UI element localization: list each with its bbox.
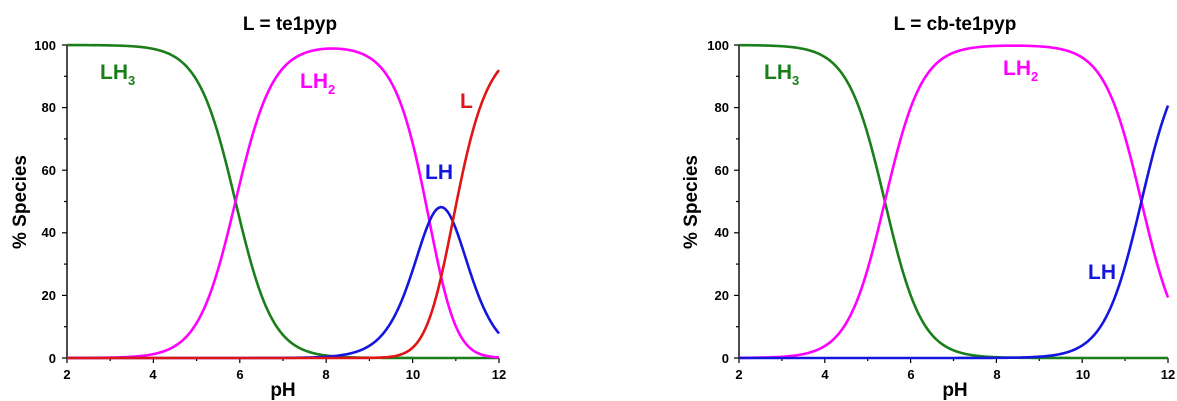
series-label-lh2: LH2 (300, 70, 335, 97)
x-tick-label: 6 (236, 367, 243, 382)
series-line-lh2 (67, 47, 500, 360)
y-tick-label: 20 (715, 288, 729, 303)
y-tick-label: 40 (42, 225, 56, 240)
series-label-lh3: LH3 (764, 61, 799, 88)
series-line-lh2 (738, 44, 1170, 360)
chart-panel-right: L = cb-te1pyp % Species pH 2 4 6 8 10 12… (681, 14, 1175, 401)
y-tick-label: 100 (34, 38, 56, 53)
series-label-lh: LH (425, 161, 453, 184)
x-tick-label: 12 (492, 367, 506, 382)
series-label-lh2: LH2 (1003, 57, 1038, 84)
y-tick-label: 0 (722, 351, 729, 366)
y-axis-label: % Species (681, 155, 702, 249)
x-tick-label: 10 (1076, 367, 1090, 382)
y-tick-label: 80 (42, 100, 56, 115)
series-line-l (67, 69, 501, 360)
y-tick-label: 80 (715, 100, 729, 115)
x-tick-label: 2 (735, 367, 742, 382)
y-tick-label: 60 (715, 163, 729, 178)
series-line-lh (739, 105, 1170, 360)
y-tick-label: 40 (715, 225, 729, 240)
series-line-lh3 (67, 43, 499, 360)
x-tick-label: 2 (63, 367, 70, 382)
y-tick-label: 20 (42, 288, 56, 303)
x-tick-label: 8 (993, 367, 1000, 382)
x-tick-label: 10 (406, 367, 420, 382)
series-label-lh3: LH3 (100, 61, 135, 88)
x-tick-label: 4 (821, 367, 829, 382)
series-line-lh3 (738, 43, 1168, 360)
x-axis-label: pH (270, 380, 295, 401)
x-tick-label: 8 (322, 367, 329, 382)
y-tick-label: 0 (49, 351, 56, 366)
series-label-l: L (460, 90, 473, 113)
chart-panel-left: L = te1pyp % Species pH 2 4 6 8 10 12 0 … (10, 14, 506, 401)
y-axis-label: % Species (10, 155, 31, 249)
y-tick-label: 100 (707, 38, 729, 53)
series-label-lh: LH (1088, 261, 1116, 284)
chart-title: L = cb-te1pyp (894, 14, 1017, 35)
x-tick-label: 6 (907, 367, 914, 382)
chart-title: L = te1pyp (243, 14, 337, 35)
x-axis-label: pH (942, 380, 967, 401)
x-tick-label: 4 (149, 367, 157, 382)
x-tick-label: 12 (1161, 367, 1175, 382)
y-tick-label: 60 (42, 163, 56, 178)
